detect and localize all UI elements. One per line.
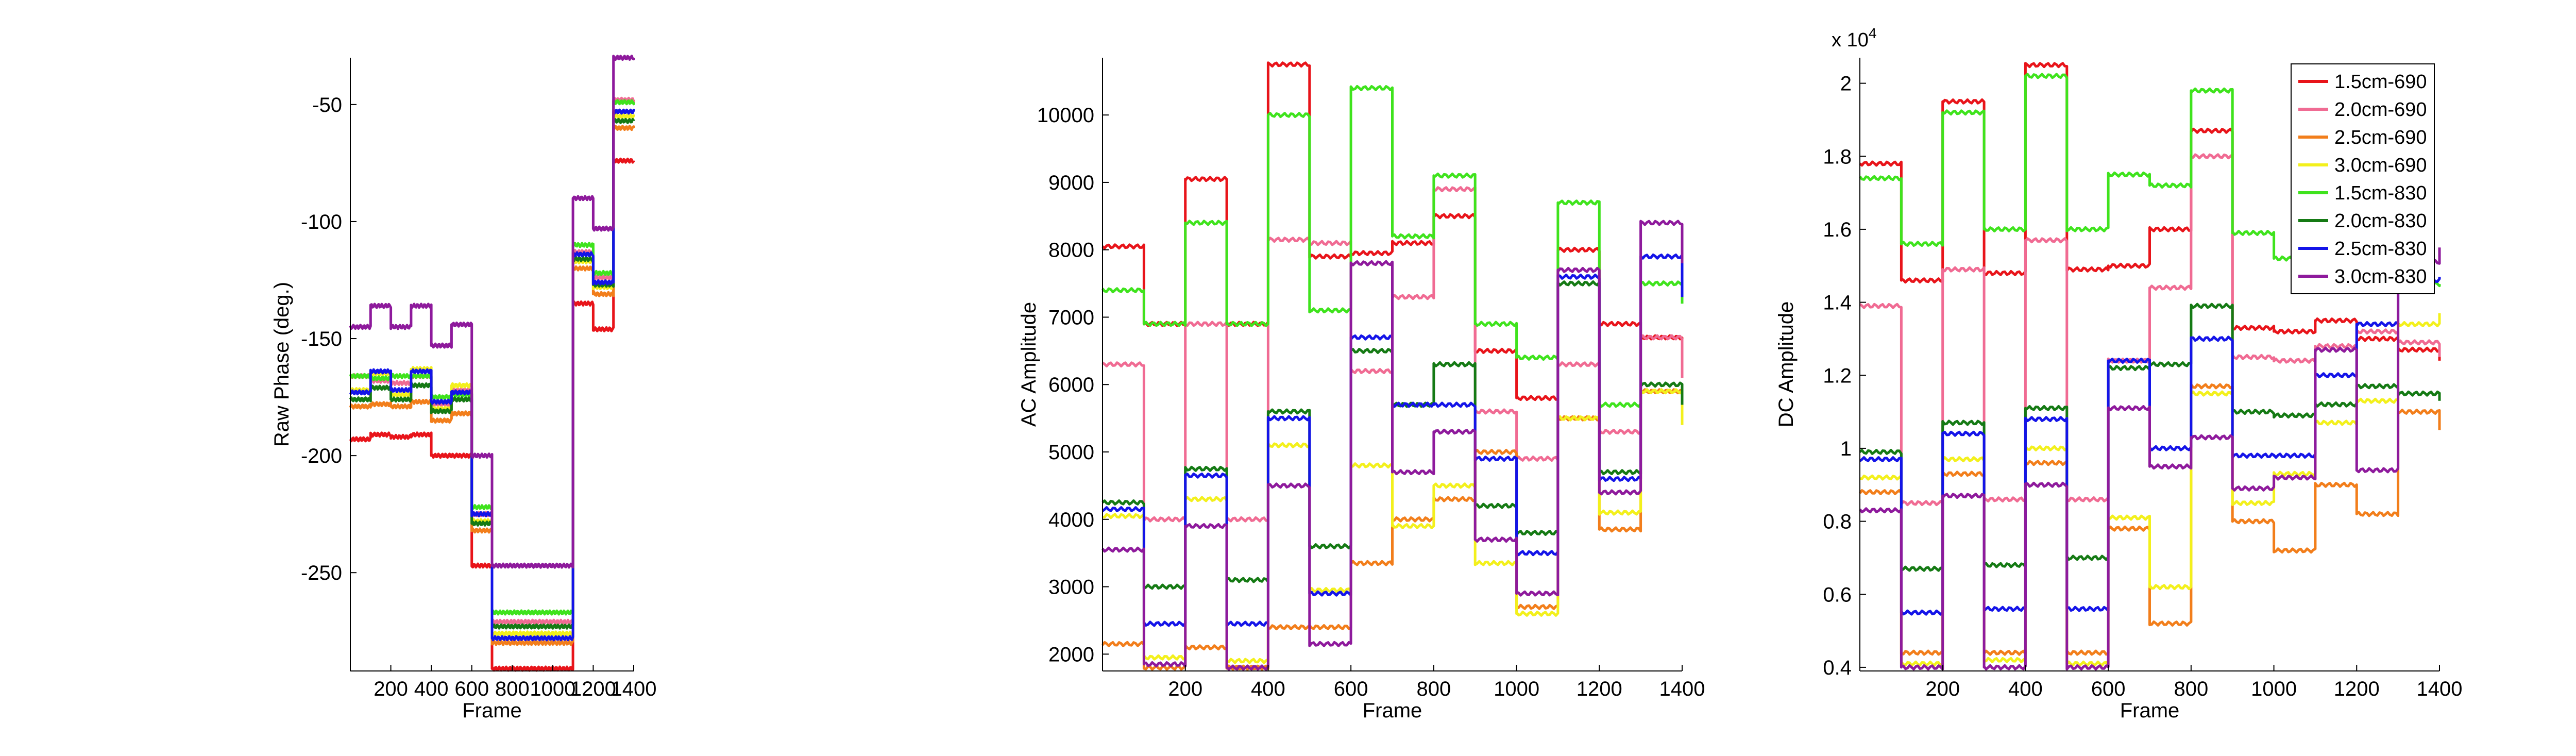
legend: 1.5cm-690 2.0cm-690 2.5cm-690 3.0cm-690 1.5c… — [2291, 63, 2435, 294]
x-tick-label: 400 — [414, 678, 449, 700]
x-tick-label: 200 — [1168, 678, 1202, 700]
x-tick-label: 800 — [2174, 678, 2208, 700]
series-layer — [1858, 62, 2441, 670]
legend-label-3.0cm-690: 3.0cm-690 — [2334, 155, 2427, 176]
y-tick-label: 2000 — [1048, 643, 1094, 666]
exponent-power: 4 — [1869, 25, 1877, 41]
series-line-3.0cm-690 — [1859, 313, 2441, 667]
series-line-1.5cm-690 — [1101, 61, 1684, 401]
y-tick-label: 5000 — [1048, 441, 1094, 464]
legend-label-3.0cm-830: 3.0cm-830 — [2334, 266, 2427, 288]
legend-label-1.5cm-690: 1.5cm-690 — [2334, 71, 2427, 93]
legend-label-2.5cm-830: 2.5cm-830 — [2334, 238, 2427, 260]
x-tick-label: 600 — [454, 678, 489, 700]
x-tick-label: 1000 — [1494, 678, 1539, 700]
y-tick-label: 7000 — [1048, 306, 1094, 329]
x-tick-label: 1200 — [2334, 678, 2380, 700]
x-axis-label: Frame — [2120, 699, 2180, 722]
y-tick-label: 10000 — [1037, 104, 1094, 127]
series-line-2.5cm-690 — [349, 125, 635, 646]
y-axis-label: DC Amplitude — [1775, 301, 1798, 428]
x-tick-label: 1000 — [530, 678, 575, 700]
x-tick-label: 1200 — [570, 678, 616, 700]
x-tick-label: 1400 — [611, 678, 657, 700]
y-tick-label: 6000 — [1048, 374, 1094, 396]
series-layer — [1101, 61, 1684, 671]
series-line-1.5cm-690 — [349, 157, 635, 672]
x-axis-label: Frame — [462, 699, 522, 722]
x-tick-label: 800 — [1416, 678, 1451, 700]
series-line-2.0cm-690 — [1859, 153, 2441, 507]
y-tick-label: 4000 — [1048, 509, 1094, 531]
x-tick-label: 1200 — [1577, 678, 1622, 700]
legend-label-2.0cm-690: 2.0cm-690 — [2334, 99, 2427, 121]
x-tick-label: 200 — [1925, 678, 1960, 700]
y-exponent-label: x 104 — [1832, 25, 1876, 51]
ac-amplitude-panel: 200 400 600 800 1000 1200 1400 2000 3000 4000 5000… — [1018, 58, 1705, 722]
series-layer — [349, 55, 635, 672]
legend-box — [2291, 63, 2435, 294]
x-axis-label: Frame — [1363, 699, 1422, 722]
y-tick-label: 8000 — [1048, 239, 1094, 262]
y-tick-label: 0.4 — [1823, 657, 1852, 679]
x-tick-label: 200 — [374, 678, 408, 700]
series-line-3.0cm-830 — [1101, 220, 1684, 671]
x-tick-label: 1400 — [1659, 678, 1705, 700]
x-tick-label: 600 — [1334, 678, 1368, 700]
legend-label-2.5cm-690: 2.5cm-690 — [2334, 127, 2427, 148]
y-tick-label: 1.8 — [1823, 145, 1852, 168]
x-tick-label: 600 — [2091, 678, 2126, 700]
y-tick-label: -50 — [312, 94, 342, 116]
x-tick-label: 400 — [1251, 678, 1285, 700]
legend-label-1.5cm-830: 1.5cm-830 — [2334, 182, 2427, 204]
y-tick-label: -200 — [301, 445, 342, 467]
y-tick-label: 1.2 — [1823, 364, 1852, 387]
y-tick-label: 1.4 — [1823, 292, 1852, 314]
x-tick-label: 400 — [2008, 678, 2043, 700]
y-tick-label: 1 — [1840, 438, 1852, 460]
y-tick-label: 9000 — [1048, 172, 1094, 194]
series-line-3.0cm-830 — [1859, 247, 2441, 670]
y-tick-label: 3000 — [1048, 576, 1094, 599]
axes-layer: 200 400 600 800 1000 1200 1400 2000 3000 4000 5000… — [1037, 58, 1705, 700]
y-axis-label: Raw Phase (deg.) — [270, 282, 293, 447]
y-tick-label: -250 — [301, 562, 342, 584]
x-tick-label: 1400 — [2417, 678, 2463, 700]
y-tick-label: 0.6 — [1823, 583, 1852, 606]
series-line-2.5cm-830 — [349, 108, 635, 642]
dc-amplitude-panel: 200 400 600 800 1000 1200 1400 0.4 0.6 0.8 1 1.2 1.4… — [1775, 25, 2462, 722]
exponent-base: x 10 — [1832, 29, 1869, 51]
series-line-1.5cm-830 — [1101, 85, 1684, 408]
y-tick-label: -100 — [301, 211, 342, 233]
y-tick-label: 0.8 — [1823, 511, 1852, 533]
series-line-3.0cm-830 — [349, 55, 635, 569]
series-line-1.5cm-690 — [1859, 62, 2441, 361]
legend-label-2.0cm-830: 2.0cm-830 — [2334, 210, 2427, 232]
y-tick-label: 1.6 — [1823, 219, 1852, 241]
series-line-3.0cm-690 — [1102, 388, 1684, 664]
x-tick-label: 1000 — [2251, 678, 2297, 700]
y-tick-label: -150 — [301, 328, 342, 350]
axes-layer: 200 400 600 800 1000 1200 1400 0.4 0.6 0.8 1 1.2 1.4… — [1823, 58, 2462, 700]
y-axis-label: AC Amplitude — [1018, 302, 1040, 427]
series-line-2.5cm-690 — [1858, 383, 2441, 656]
y-tick-label: 2 — [1840, 73, 1852, 95]
x-tick-label: 800 — [495, 678, 530, 700]
